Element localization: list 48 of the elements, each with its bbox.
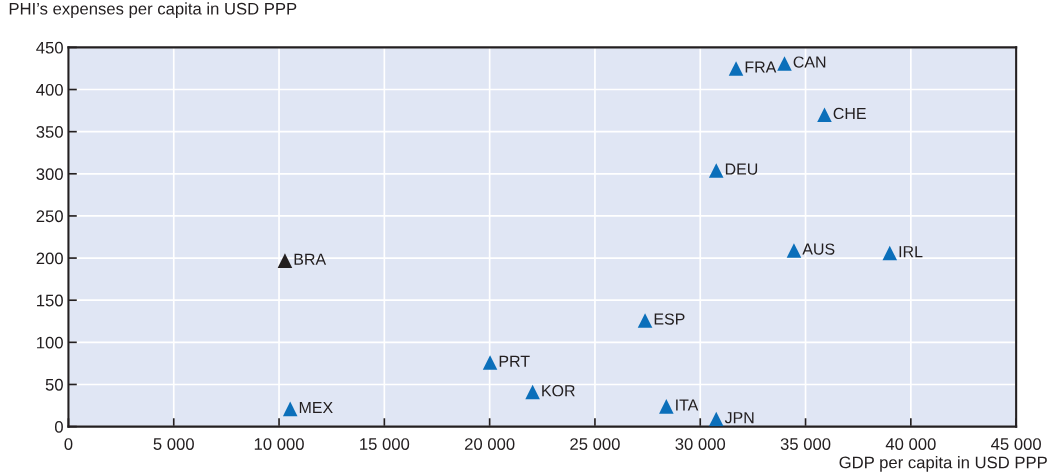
point [708,411,724,427]
annotation: FRA [745,61,777,73]
annotation: ESP [654,313,685,325]
x-tick-label: 0 [64,438,73,450]
annotation: KOR [542,385,575,397]
y-tick-label: 50 [45,378,63,391]
point [817,107,832,123]
y-tick-label: 250 [36,210,63,223]
point [525,384,540,400]
point [786,243,802,258]
annotation: MEX [299,402,333,414]
y-tick-label: 150 [37,294,63,307]
y-axis-title: PHI’s expenses per capita in USD PPP [9,2,297,18]
annotation: IRL [899,246,923,258]
x-tick-label: 25 000 [570,438,620,450]
point [728,61,744,76]
x-tick-label: 30 000 [675,438,726,450]
point [482,355,498,370]
x-tick-label: 35 000 [780,438,831,450]
y-tick-label: 300 [36,168,63,180]
point [282,401,298,417]
x-tick-label: 45 000 [991,438,1041,450]
point [708,163,724,178]
point [777,56,792,71]
annotation: DEU [725,163,758,175]
annotation: CAN [793,56,826,68]
x-tick-label: 40 000 [885,438,936,450]
y-tick-label: 350 [36,126,63,138]
x-axis-title: GDP per capita in USD PPP [839,456,1047,472]
x-tick-label: 20 000 [465,438,515,450]
x-tick-label: 5 000 [153,438,194,450]
annotation: ITA [676,399,699,411]
point [277,253,293,268]
annotation: AUS [802,243,835,255]
point [659,399,674,414]
annotation: PRT [499,355,530,367]
y-tick-label: 100 [37,336,63,349]
annotation: BRA [294,253,327,265]
y-tick-label: 200 [36,252,63,265]
point [637,313,653,328]
x-tick-label: 15 000 [360,438,410,450]
y-tick-label: 450 [36,41,63,54]
y-tick-label: 0 [54,421,63,433]
point [882,245,898,261]
x-tick-label: 10 000 [254,438,304,450]
annotation: CHE [833,107,866,120]
annotation: JPN [724,412,754,424]
y-tick-label: 400 [36,83,63,96]
